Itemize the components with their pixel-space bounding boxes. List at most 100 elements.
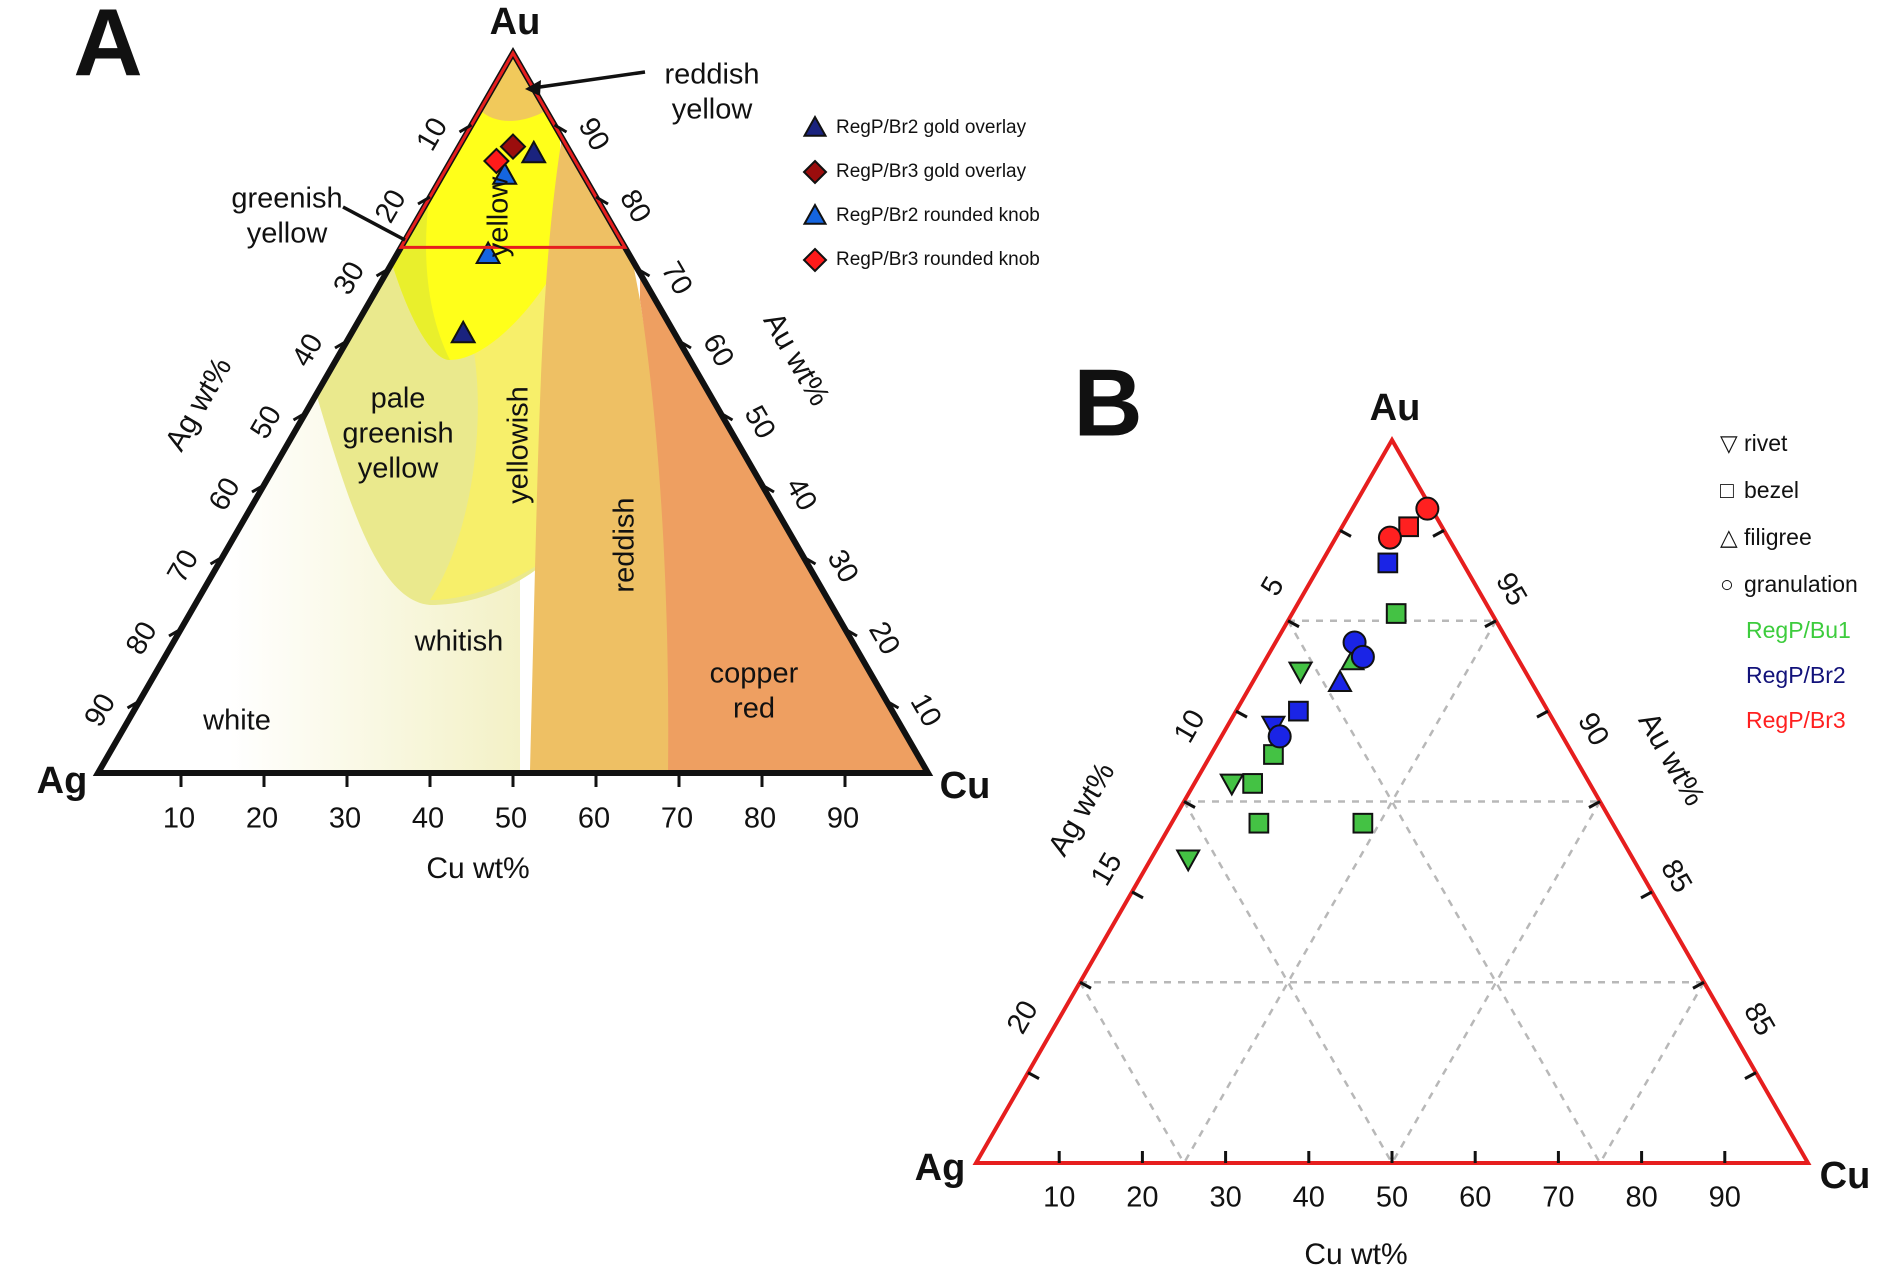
- legend-a-label: RegP/Br2 rounded knob: [836, 205, 1040, 226]
- legend-b-sample-label: RegP/Br3: [1746, 707, 1846, 733]
- panel-b-left-tick: [1027, 1071, 1040, 1080]
- panel-b-right-tick-label: 90: [1571, 707, 1615, 751]
- panel-b-grid-cu: [1182, 620, 1498, 1164]
- marker-regp-br3-bezel: [1398, 516, 1419, 538]
- panel-a-left-tick: [251, 483, 265, 494]
- region-label-greenish: greenish: [231, 183, 342, 215]
- marker-regp-br2-granulation: [1350, 644, 1375, 669]
- region-label-whitish: whitish: [414, 626, 504, 658]
- callout-reddish-yellow: [532, 70, 646, 90]
- panel-a-left-tick: [417, 195, 431, 206]
- legend-a-marker: [802, 202, 828, 225]
- region-label-greenish-yellow: yellow: [247, 218, 329, 250]
- region-label-red: red: [733, 693, 775, 725]
- marker-regp-bu1-bezel: [1352, 812, 1374, 834]
- callout-greenish-yellow: [342, 205, 406, 242]
- panel-a-left-tick-label: 60: [203, 472, 247, 516]
- panel-b-left-tick: [1287, 619, 1300, 629]
- panel-b-right-tick: [1744, 1071, 1757, 1080]
- panel-a-bottom-tick-label: 80: [744, 803, 776, 835]
- panel-b-legend: ▽ rivet □ bezel△ filigree ○ granulation RegP/Bu…: [1720, 430, 1858, 733]
- panel-a-bottom-tick-label: 20: [246, 803, 278, 835]
- panel-b-right-tick: [1640, 890, 1653, 900]
- panel-b-left-tick-label: 10: [1168, 704, 1212, 748]
- marker-regp-br2-bezel: [1288, 700, 1309, 722]
- panel-b-right-tick: [1432, 529, 1445, 538]
- region-label-copper: copper: [710, 658, 799, 690]
- panel-b-right-axis-title: Au wt%: [1632, 707, 1711, 812]
- legend-b-shape-label: bezel: [1744, 477, 1799, 503]
- panel-b-left-tick-label: 5: [1255, 571, 1291, 601]
- panel-b-letter: B: [1073, 349, 1142, 456]
- marker-regp-br2-gold-overlay: [450, 319, 477, 344]
- panel-b-gridlines: [1078, 619, 1706, 1164]
- panel-b-right-tick-label: 95: [1489, 567, 1533, 611]
- panel-b-right-tick-label: 85: [1737, 997, 1781, 1041]
- panel-a-letter: A: [73, 0, 142, 96]
- panel-b-markers: [1175, 496, 1440, 873]
- panel-b-bottom-tick-label: 10: [1043, 1182, 1075, 1214]
- marker-regp-bu1-bezel: [1385, 603, 1407, 624]
- marker-regp-bu1-bezel: [1248, 812, 1270, 834]
- region-reddish: [530, 90, 700, 773]
- panel-a-right-tick-label: 50: [738, 400, 782, 444]
- marker-regp-br2-gold-overlay: [520, 139, 547, 164]
- panel-b-bottom-tick-label: 20: [1126, 1182, 1158, 1214]
- legend-b-symbol: ▽: [1720, 430, 1738, 456]
- panel-a-left-tick-label: 10: [410, 112, 454, 156]
- panel-a-right-tick-label: 90: [572, 112, 616, 156]
- legend-a-label: RegP/Br3 rounded knob: [836, 249, 1040, 270]
- region-label-pale-yellow: yellow: [358, 453, 440, 485]
- panel-a-zoom-box: [398, 49, 628, 249]
- legend-a-marker: [802, 247, 828, 273]
- panel-a-left-tick: [334, 339, 348, 350]
- panel-b-bottom-tick-label: 70: [1542, 1182, 1574, 1214]
- marker-regp-br2-granulation: [1267, 724, 1292, 749]
- legend-a-marker: [802, 159, 828, 185]
- panel-a-bottom-axis-title: Cu wt%: [426, 852, 529, 885]
- panel-a-right-tick: [553, 123, 568, 134]
- panel-a-right-tick-label: 10: [904, 688, 948, 732]
- legend-b-shape-label: rivet: [1744, 430, 1788, 456]
- panel-b-right-tick: [1692, 980, 1705, 990]
- marker-regp-bu1-rivet: [1219, 773, 1245, 797]
- panel-b-left-tick: [1183, 800, 1196, 809]
- region-label-reddish-yellow-2: yellow: [672, 94, 754, 126]
- panel-a-bottom-tick-label: 30: [329, 803, 361, 835]
- region-label-pale-greenish: greenish: [342, 418, 453, 450]
- marker-regp-bu1-rivet: [1175, 849, 1201, 873]
- region-label-reddish: reddish: [609, 497, 641, 592]
- panel-a-right-tick: [719, 411, 734, 422]
- panel-b-grid-ag: [1078, 981, 1186, 1164]
- panel-a-bottom-tick-label: 50: [495, 803, 527, 835]
- panel-b-vertex-au: Au: [1370, 387, 1421, 429]
- marker-regp-br3-rounded-knob: [482, 147, 510, 175]
- panel-a-markers: [450, 133, 547, 344]
- panel-a-bottom-tick-label: 60: [578, 803, 610, 835]
- panel-a-left-tick: [209, 555, 224, 566]
- region-label-yellow: yellow: [483, 176, 515, 258]
- panel-b-vertex-cu: Cu: [1820, 1155, 1871, 1197]
- panel-b-left-tick: [1131, 890, 1144, 900]
- panel-a-left-tick: [168, 627, 182, 638]
- panel-b-left-tick-label: 20: [1001, 995, 1045, 1039]
- panel-b-left-tick: [1339, 529, 1352, 538]
- region-label-pale: pale: [371, 383, 426, 415]
- panel-a-right-tick-label: 20: [862, 616, 906, 660]
- panel-a-vertex-ag: Ag: [37, 760, 88, 802]
- panel-a-bottom-tick-label: 10: [163, 803, 195, 835]
- panel-a: 10 20 30 40 50 60 70 80 90 90 90 80 80 70 70 60 60 50 50 40…: [37, 0, 1040, 885]
- legend-b-symbol: ○: [1720, 571, 1734, 597]
- panel-a-left-tick-label: 70: [161, 544, 205, 588]
- panel-b-left-tick-label: 15: [1085, 847, 1129, 891]
- region-label-white: white: [202, 705, 271, 737]
- panel-a-vertex-au: Au: [490, 1, 541, 43]
- callout-reddish-yellow-arrowhead: [525, 80, 541, 96]
- legend-b-symbol: □: [1720, 477, 1734, 503]
- panel-a-right-axis-title: Au wt%: [757, 307, 836, 412]
- legend-a-label: RegP/Br3 gold overlay: [836, 161, 1027, 182]
- panel-a-left-tick: [126, 699, 141, 710]
- panel-a-right-tick-label: 80: [613, 184, 657, 228]
